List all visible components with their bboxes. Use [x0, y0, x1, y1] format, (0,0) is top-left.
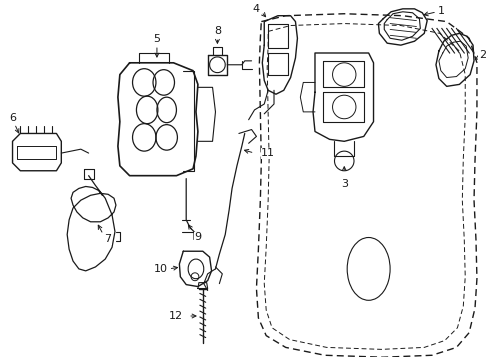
- Text: 8: 8: [213, 26, 221, 36]
- Text: 2: 2: [478, 50, 485, 60]
- Text: 9: 9: [194, 233, 201, 243]
- Text: 12: 12: [169, 311, 183, 321]
- Text: 6: 6: [9, 113, 16, 123]
- Text: 1: 1: [437, 6, 445, 16]
- Text: 5: 5: [153, 34, 160, 44]
- Text: 3: 3: [340, 179, 347, 189]
- Text: 10: 10: [154, 264, 167, 274]
- Text: 4: 4: [252, 4, 260, 14]
- Text: 11: 11: [261, 148, 275, 158]
- Text: 7: 7: [104, 234, 111, 244]
